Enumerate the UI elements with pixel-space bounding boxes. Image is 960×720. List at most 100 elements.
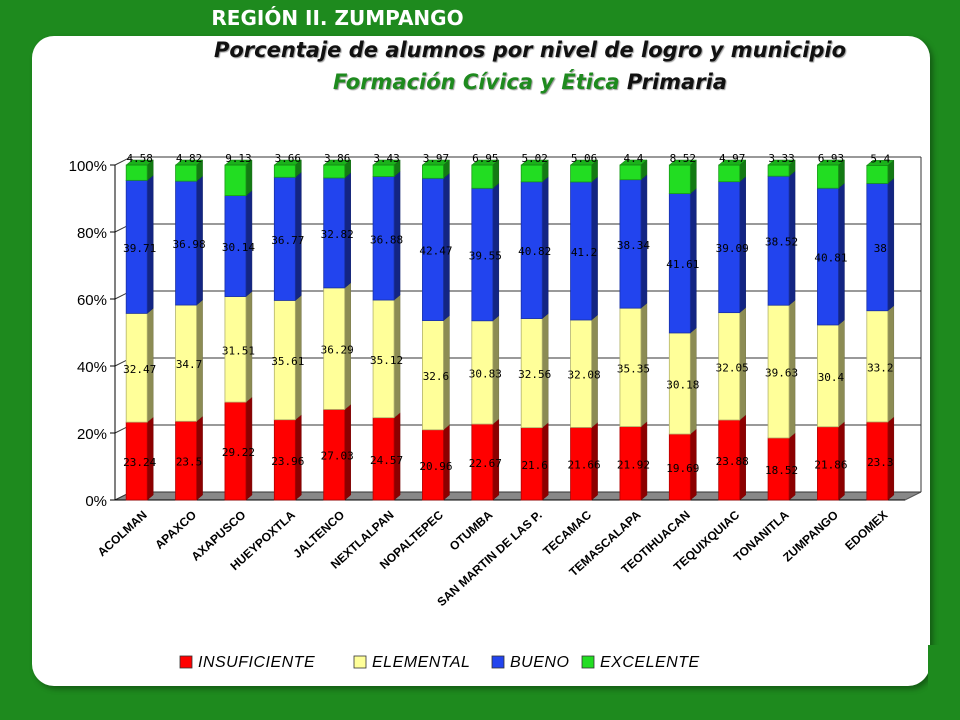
chart-subtitle: Formación Cívica y Ética Primaria	[130, 70, 930, 94]
legend-label: ELEMENTAL	[372, 654, 470, 671]
bar-segment	[520, 164, 543, 183]
bar-segment	[718, 164, 741, 183]
legend-swatch	[581, 655, 595, 669]
data-label: 4.58	[126, 152, 153, 165]
data-label: 8.52	[670, 152, 697, 165]
data-label: 23.3	[867, 456, 894, 469]
data-label: 5.02	[521, 152, 548, 165]
bar-segment	[273, 164, 296, 178]
data-label: 39.71	[123, 242, 156, 255]
bar-top	[471, 159, 500, 166]
y-tick-label: 60%	[77, 292, 107, 309]
data-label: 6.95	[472, 152, 499, 165]
bar-segment	[668, 164, 691, 194]
y-tick-label: 20%	[77, 426, 107, 443]
bar-top	[421, 159, 451, 166]
data-label: 41.2	[571, 246, 598, 259]
data-label: 32.56	[518, 368, 551, 381]
data-label: 4.4	[624, 152, 644, 165]
bar-top	[372, 159, 401, 166]
bar-top	[569, 159, 599, 166]
data-label: 21.6	[521, 459, 548, 472]
data-label: 35.35	[617, 362, 650, 375]
data-label: 18.52	[765, 464, 798, 477]
data-label: 30.4	[818, 371, 845, 384]
category-label: ACOLMAN	[95, 508, 150, 559]
bar-top	[866, 160, 895, 166]
data-label: 23.24	[123, 456, 156, 469]
category-label: EDOMEX	[842, 508, 890, 553]
data-label: 5.06	[571, 152, 598, 165]
legend-label: INSUFICIENTE	[198, 654, 315, 671]
y-tick-label: 80%	[77, 225, 107, 242]
legend-swatch	[353, 655, 367, 669]
bar-top	[322, 159, 352, 166]
y-tick-label: 0%	[85, 493, 107, 510]
data-label: 40.82	[518, 245, 551, 258]
data-label: 21.86	[814, 458, 847, 471]
data-label: 6.93	[818, 152, 845, 165]
legend-swatch	[179, 655, 193, 669]
data-label: 32.6	[423, 370, 450, 383]
data-label: 32.05	[716, 361, 749, 374]
data-label: 35.61	[271, 355, 304, 368]
bar-top	[717, 159, 747, 166]
chart-title: Porcentaje de alumnos por nivel de logro…	[213, 38, 847, 62]
data-label: 36.98	[173, 238, 206, 251]
data-label: 40.81	[814, 252, 847, 265]
bar-segment	[817, 164, 839, 189]
data-label: 9.13	[225, 152, 252, 165]
data-label: 21.66	[568, 459, 601, 472]
data-label: 3.66	[275, 152, 302, 165]
data-label: 34.7	[176, 358, 203, 371]
data-label: 33.2	[867, 361, 894, 374]
bar-segment	[422, 164, 444, 179]
bar-segment	[372, 164, 395, 177]
bar-top	[668, 159, 698, 166]
data-label: 36.77	[271, 234, 304, 247]
data-label: 4.97	[719, 152, 746, 165]
data-label: 32.82	[321, 228, 354, 241]
data-label: 22.67	[469, 457, 502, 470]
bar-side	[887, 177, 895, 312]
data-label: 31.51	[222, 344, 255, 357]
data-label: 23.5	[176, 456, 203, 469]
data-label: 21.92	[617, 458, 650, 471]
data-label: 23.88	[716, 455, 749, 468]
data-label: 3.43	[373, 152, 400, 165]
gridline-side	[114, 156, 132, 166]
data-label: 30.18	[666, 378, 699, 391]
data-label: 24.57	[370, 454, 403, 467]
data-label: 39.09	[716, 242, 749, 255]
bar-segment	[767, 164, 790, 177]
data-label: 32.08	[568, 369, 601, 382]
data-label: 38	[874, 242, 887, 255]
bar-segment	[866, 164, 889, 184]
bar-side	[690, 159, 697, 195]
data-label: 27.03	[321, 450, 354, 463]
data-label: 5.4	[870, 152, 890, 165]
bar-top	[174, 159, 204, 166]
data-label: 3.86	[324, 152, 351, 165]
data-label: 39.55	[469, 250, 502, 263]
bar-top	[224, 159, 253, 166]
decorative-block	[928, 645, 960, 720]
data-label: 42.47	[419, 244, 452, 257]
bar-segment	[323, 164, 346, 179]
data-label: 30.83	[469, 367, 502, 380]
bar-segment	[175, 164, 197, 182]
legend-swatch	[491, 655, 505, 669]
bar-side	[245, 159, 253, 197]
bar-segment	[619, 164, 642, 181]
data-label: 3.97	[423, 152, 450, 165]
region-label: REGIÓN II. ZUMPANGO	[195, 0, 480, 34]
category-label: OTUMBA	[447, 508, 496, 554]
school-level: Primaria	[626, 70, 727, 94]
bar-top	[273, 159, 303, 166]
data-label: 41.61	[666, 258, 699, 271]
data-label: 30.14	[222, 241, 255, 254]
data-label: 36.88	[370, 233, 403, 246]
legend-label: EXCELENTE	[600, 654, 700, 671]
bar-segment	[570, 164, 592, 183]
